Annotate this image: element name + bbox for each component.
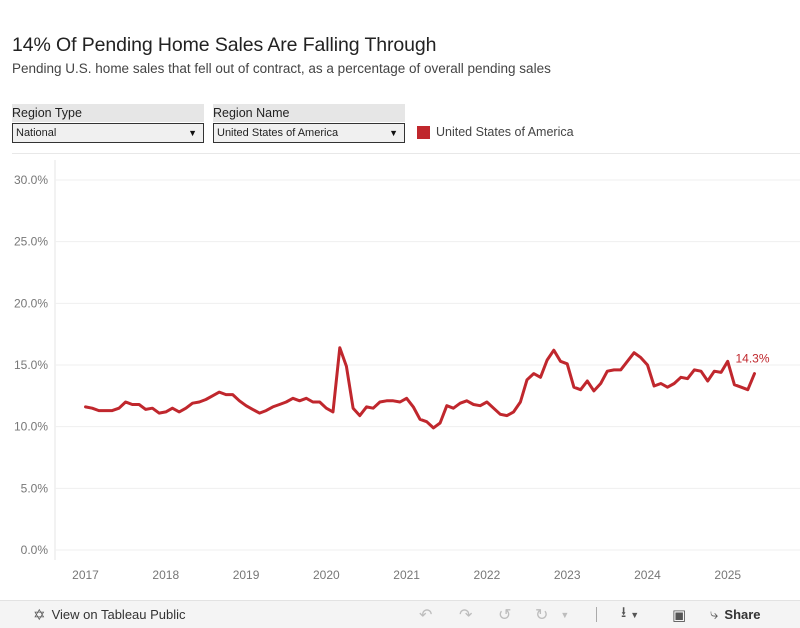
undo-button[interactable]: ↶ [419, 601, 432, 628]
region-type-label: Region Type [12, 104, 204, 122]
dropdown-arrow-icon: ▼ [389, 128, 398, 138]
region-type-filter: Region Type National ▼ [12, 104, 204, 144]
region-type-value: National [16, 127, 57, 139]
redo-icon: ↷ [459, 606, 473, 624]
x-tick-label: 2025 [714, 568, 741, 582]
y-tick-label: 30.0% [14, 173, 48, 187]
y-tick-label: 5.0% [21, 481, 49, 495]
chevron-down-icon: ▼ [630, 609, 640, 620]
download-button[interactable]: ⭳ ▼ [621, 601, 639, 628]
dropdown-arrow-icon: ▼ [188, 128, 197, 138]
download-icon: ⭳ [621, 604, 627, 621]
y-tick-label: 0.0% [21, 543, 49, 557]
x-tick-label: 2018 [152, 568, 179, 582]
x-tick-label: 2020 [313, 568, 340, 582]
legend[interactable]: United States of America [417, 125, 574, 139]
y-tick-label: 10.0% [14, 420, 48, 434]
redo-button[interactable]: ↷ [459, 601, 472, 628]
chart-title: 14% Of Pending Home Sales Are Falling Th… [12, 34, 437, 56]
refresh-icon: ↻ [535, 606, 549, 624]
x-tick-label: 2022 [474, 568, 501, 582]
fullscreen-icon: ▣ [672, 606, 687, 624]
region-name-filter: Region Name United States of America ▼ [213, 104, 405, 144]
divider [12, 153, 800, 154]
x-tick-label: 2024 [634, 568, 661, 582]
toolbar-separator [596, 607, 597, 622]
view-on-tableau-label: View on Tableau Public [51, 607, 186, 622]
x-tick-label: 2019 [233, 568, 260, 582]
region-type-dropdown[interactable]: National ▼ [12, 123, 204, 143]
x-tick-label: 2023 [554, 568, 581, 582]
line-chart: 0.0% 5.0% 10.0% 15.0% 20.0% 25.0% 30.0% 2017 201… [14, 160, 800, 582]
fullscreen-button[interactable]: ▣ [672, 601, 686, 628]
refresh-button[interactable]: ↻ ▼ [535, 601, 569, 628]
y-tick-label: 25.0% [14, 235, 48, 249]
revert-button[interactable]: ↺ [498, 601, 511, 628]
y-tick-label: 15.0% [14, 358, 48, 372]
tableau-logo-icon: ✡ [33, 606, 46, 624]
region-name-value: United States of America [217, 127, 339, 139]
region-name-label: Region Name [213, 104, 405, 122]
legend-swatch [417, 125, 430, 139]
x-tick-label: 2021 [393, 568, 420, 582]
region-name-dropdown[interactable]: United States of America ▼ [213, 123, 405, 143]
revert-icon: ↺ [498, 606, 512, 624]
chart-subtitle: Pending U.S. home sales that fell out of… [12, 61, 551, 76]
view-on-tableau-button[interactable]: ✡ View on Tableau Public [33, 601, 186, 628]
y-tick-label: 20.0% [14, 296, 48, 310]
tableau-toolbar: ✡ View on Tableau Public ↶ ↷ ↺ ↻ ▼ ⭳ ▼ ▣ ⤷… [0, 600, 800, 628]
end-value-label: 14.3% [735, 352, 769, 366]
share-button[interactable]: ⤷ Share [710, 601, 761, 628]
x-tick-label: 2017 [72, 568, 99, 582]
legend-label: United States of America [436, 125, 574, 139]
share-label: Share [724, 607, 761, 622]
series-line [84, 346, 756, 430]
share-icon: ⤷ [710, 606, 719, 623]
chevron-down-icon: ▼ [560, 609, 570, 620]
undo-icon: ↶ [419, 606, 433, 624]
